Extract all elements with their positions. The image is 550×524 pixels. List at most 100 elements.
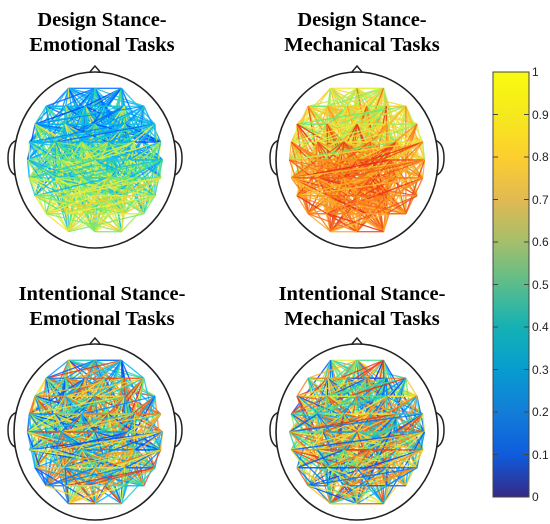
connection-line (369, 395, 418, 415)
connection-line (65, 195, 156, 215)
connection-line (288, 159, 309, 214)
connection-line (382, 177, 398, 232)
connection-line (317, 159, 425, 179)
colorbar-tick-label: 0.8 (532, 150, 549, 164)
head-map-design-emotional (7, 64, 183, 249)
connection-line (84, 213, 96, 232)
connection-line (296, 377, 309, 397)
connection-line (346, 195, 358, 215)
connection-line (65, 195, 126, 215)
connection-line (347, 467, 418, 487)
connection-line (29, 395, 126, 415)
left-ear-outline (269, 411, 281, 449)
connection-line (326, 377, 387, 397)
connection-line (45, 195, 126, 215)
connection-line (385, 159, 426, 215)
connection-line (317, 123, 358, 143)
connection-line (289, 413, 318, 433)
connection-line (34, 195, 47, 215)
connection-line (382, 213, 387, 232)
connection-line (307, 195, 388, 215)
connection-line (330, 485, 368, 505)
connection-line (81, 159, 163, 179)
connection-line (326, 449, 345, 469)
connection-line (326, 195, 407, 215)
colorbar (492, 71, 530, 498)
connection-line (107, 159, 163, 179)
connection-line (64, 377, 145, 397)
connection-line (307, 87, 384, 107)
connection-line (94, 485, 125, 505)
connection-line (291, 159, 391, 179)
connection-line (120, 213, 125, 232)
connection-line (382, 485, 387, 504)
connection-line (405, 377, 418, 397)
left-ear-outline (7, 139, 19, 177)
connection-line (68, 213, 145, 233)
connection-web (26, 87, 164, 233)
connection-line (45, 195, 96, 215)
connection-line (307, 213, 358, 233)
title-line-1: Intentional Stance- (18, 283, 186, 305)
connection-line (405, 431, 426, 486)
connection-line (123, 195, 156, 215)
connection-line (386, 141, 424, 197)
connection-line (34, 105, 47, 125)
connection-line (385, 467, 388, 486)
connection-line (326, 195, 329, 214)
connection-line (296, 105, 406, 125)
connection-line (356, 159, 407, 215)
connection-line (55, 159, 163, 179)
connection-line (65, 87, 96, 107)
connection-line (296, 195, 309, 215)
connection-line (34, 177, 109, 197)
connection-line (68, 359, 86, 379)
connection-line (128, 431, 162, 451)
connection-line (29, 431, 96, 451)
connection-line (308, 467, 418, 487)
panel-title-intentional-emotional: Intentional Stance- Emotional Tasks (2, 282, 202, 332)
left-ear-outline (269, 139, 281, 177)
connection-line (85, 195, 156, 215)
connection-line (34, 377, 67, 397)
connection-line (81, 431, 163, 451)
title-line-2: Mechanical Tasks (284, 308, 440, 330)
connection-line (27, 159, 106, 215)
connection-line (61, 413, 135, 433)
connection-line (326, 377, 407, 397)
connection-line (29, 431, 163, 451)
connection-line (291, 123, 358, 143)
title-line-2: Mechanical Tasks (284, 34, 440, 56)
connection-line (317, 431, 358, 451)
right-ear-outline (433, 411, 445, 449)
connection-line (81, 177, 126, 197)
panel-title-design-mechanical: Design Stance- Mechanical Tasks (262, 8, 462, 58)
connection-line (94, 413, 161, 433)
connection-line (307, 485, 384, 505)
connection-line (29, 159, 96, 179)
connection-line (327, 213, 358, 233)
connection-line (55, 395, 126, 415)
connection-line (143, 195, 156, 215)
connection-line (29, 159, 129, 179)
connection-line (330, 213, 387, 233)
connection-line (28, 159, 62, 179)
connection-line (27, 141, 135, 161)
connection-line (27, 413, 135, 433)
connection-line (81, 395, 126, 415)
connection-line (34, 467, 47, 487)
connection-line (81, 123, 156, 143)
connection-line (94, 177, 109, 232)
connection-line (307, 213, 331, 233)
connection-line (85, 467, 156, 487)
connection-line (104, 485, 122, 505)
connection-line (288, 142, 292, 161)
connection-line (28, 431, 62, 451)
connection-line (34, 449, 135, 469)
colorbar-tick-label: 0.9 (532, 107, 549, 122)
connection-line (326, 195, 348, 215)
connection-line (405, 159, 426, 214)
connection-line (346, 485, 384, 505)
connection-line (327, 195, 388, 215)
connection-line (45, 467, 66, 487)
